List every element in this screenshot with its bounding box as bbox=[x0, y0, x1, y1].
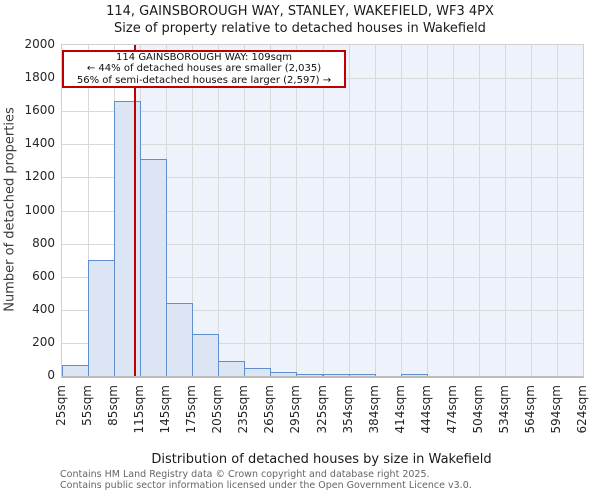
histogram-bar bbox=[62, 365, 90, 376]
x-tick-label: 55sqm bbox=[80, 385, 95, 426]
horizontal-gridline bbox=[62, 210, 583, 212]
x-tick-label: 444sqm bbox=[418, 385, 433, 434]
x-tick-label: 25sqm bbox=[54, 385, 68, 426]
y-tick-label: 400 bbox=[32, 301, 55, 316]
x-tick-label: 474sqm bbox=[444, 385, 459, 434]
histogram-bar bbox=[270, 371, 298, 376]
histogram-bar bbox=[244, 367, 272, 376]
x-tick-label: 145sqm bbox=[158, 385, 173, 434]
x-tick-label: 624sqm bbox=[575, 385, 589, 434]
x-tick-label: 175sqm bbox=[184, 385, 199, 434]
histogram-bar bbox=[166, 303, 194, 376]
x-tick-label: 325sqm bbox=[314, 385, 329, 434]
x-tick-label: 115sqm bbox=[132, 385, 147, 434]
annotation-line-3: 56% of semi-detached houses are larger (… bbox=[76, 74, 332, 86]
x-tick-label: 354sqm bbox=[340, 385, 355, 434]
y-tick-label: 1000 bbox=[24, 202, 55, 217]
histogram-bar bbox=[296, 373, 324, 376]
y-tick-label: 1800 bbox=[24, 70, 55, 85]
x-tick-label: 85sqm bbox=[106, 385, 121, 426]
histogram-bar bbox=[192, 333, 220, 376]
horizontal-gridline bbox=[62, 276, 583, 278]
histogram-bar bbox=[322, 374, 350, 376]
x-tick-label: 534sqm bbox=[496, 385, 511, 434]
x-tick-label: 205sqm bbox=[210, 385, 225, 434]
chart-subtitle: Size of property relative to detached ho… bbox=[114, 21, 486, 36]
marker-annotation-box: 114 GAINSBOROUGH WAY: 109sqm ← 44% of de… bbox=[62, 50, 346, 88]
x-tick-label: 504sqm bbox=[470, 385, 485, 434]
horizontal-gridline bbox=[62, 342, 583, 344]
chart-title: 114, GAINSBOROUGH WAY, STANLEY, WAKEFIEL… bbox=[106, 4, 494, 19]
x-tick-label: 564sqm bbox=[522, 385, 537, 434]
property-size-marker-line bbox=[134, 45, 137, 376]
attribution-footer: Contains HM Land Registry data © Crown c… bbox=[60, 469, 600, 491]
x-tick-label: 295sqm bbox=[288, 385, 303, 434]
plot-area bbox=[61, 44, 584, 378]
y-tick-label: 600 bbox=[32, 268, 55, 283]
histogram-bar bbox=[140, 159, 168, 376]
attribution-line-1: Contains HM Land Registry data © Crown c… bbox=[60, 469, 430, 480]
x-tick-label: 265sqm bbox=[262, 385, 277, 434]
attribution-line-2: Contains public sector information licen… bbox=[60, 480, 472, 492]
x-tick-label: 414sqm bbox=[392, 385, 407, 434]
histogram-bar bbox=[88, 260, 116, 376]
annotation-line-2: ← 44% of detached houses are smaller (2,… bbox=[86, 63, 322, 75]
horizontal-gridline bbox=[62, 144, 583, 146]
y-tick-label: 1200 bbox=[24, 169, 55, 184]
horizontal-gridline bbox=[62, 309, 583, 311]
x-tick-label: 235sqm bbox=[236, 385, 251, 434]
annotation-line-1: 114 GAINSBOROUGH WAY: 109sqm bbox=[116, 51, 292, 63]
horizontal-gridline bbox=[62, 111, 583, 113]
x-tick-label: 384sqm bbox=[366, 385, 381, 434]
x-tick-label: 594sqm bbox=[548, 385, 563, 434]
y-tick-label: 200 bbox=[32, 334, 55, 349]
y-tick-label: 1400 bbox=[24, 136, 55, 151]
y-tick-label: 0 bbox=[47, 368, 55, 382]
y-tick-label: 800 bbox=[32, 235, 55, 250]
x-axis-label: Distribution of detached houses by size … bbox=[151, 452, 492, 467]
histogram-bar bbox=[218, 361, 246, 376]
y-tick-label: 2000 bbox=[24, 37, 55, 51]
histogram-bar bbox=[400, 374, 428, 376]
y-tick-label: 1600 bbox=[24, 103, 55, 118]
histogram-bar bbox=[348, 374, 376, 376]
horizontal-gridline bbox=[62, 177, 583, 179]
horizontal-gridline bbox=[62, 243, 583, 245]
histogram-bar bbox=[114, 101, 142, 376]
